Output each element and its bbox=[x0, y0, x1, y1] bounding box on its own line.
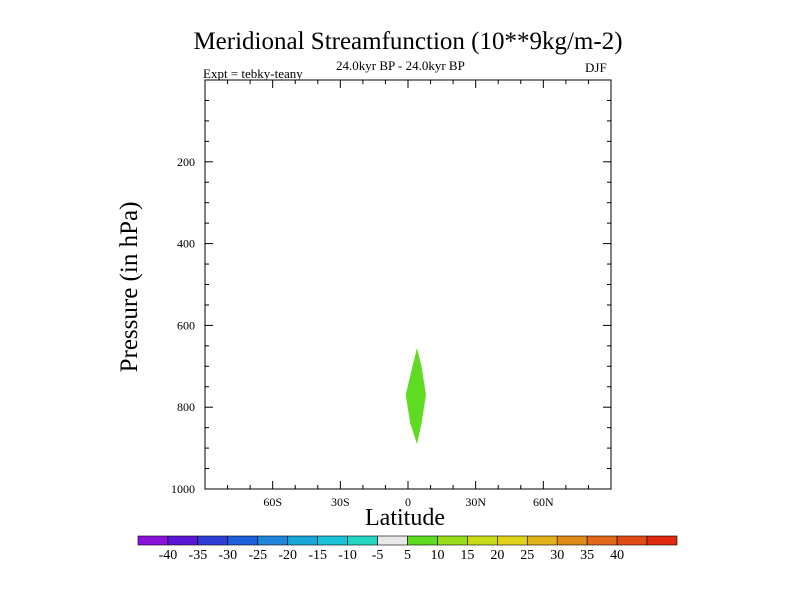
plot-frame bbox=[204, 79, 612, 490]
colorbar-box bbox=[287, 535, 318, 546]
colorbar-box bbox=[646, 535, 678, 546]
colorbar: -40 -35 -30 -25 -20 -15 -10 -5 5 10 15 20 25 30 35 40 bbox=[137, 535, 678, 563]
colorbar-label: -35 bbox=[189, 548, 208, 563]
colorbar-box bbox=[377, 535, 408, 546]
colorbar-box bbox=[137, 535, 169, 546]
colorbar-box bbox=[437, 535, 468, 546]
colorbar-label: -30 bbox=[218, 548, 237, 563]
colorbar-box bbox=[257, 535, 289, 546]
colorbar-label: 10 bbox=[430, 548, 444, 563]
y-tick-label: 1000 bbox=[171, 482, 195, 496]
colorbar-label: -20 bbox=[278, 548, 297, 563]
colorbar-box bbox=[317, 535, 348, 546]
season-label: DJF bbox=[585, 60, 607, 75]
colorbar-label: -5 bbox=[372, 548, 384, 563]
contour-layer bbox=[405, 347, 426, 444]
colorbar-label: 15 bbox=[460, 548, 474, 563]
colorbar-box bbox=[526, 535, 558, 546]
chart-title: Meridional Streamfunction (10**9kg/m-2) bbox=[193, 28, 623, 55]
colorbar-box bbox=[586, 535, 618, 546]
colorbar-box bbox=[497, 535, 528, 546]
colorbar-label: 5 bbox=[404, 548, 411, 563]
colorbar-label: -40 bbox=[159, 548, 178, 563]
experiment-label: Expt = tebky-teany bbox=[203, 66, 303, 81]
y-tick-label: 400 bbox=[177, 237, 195, 251]
colorbar-label: 25 bbox=[520, 548, 534, 563]
contour-region-0 bbox=[405, 347, 426, 444]
axis-ticks: 60S 30S 0 30N 60N 200 400 600 800 1000 bbox=[171, 79, 612, 509]
colorbar-label: 30 bbox=[550, 548, 564, 563]
colorbar-box bbox=[556, 535, 588, 546]
colorbar-label: -10 bbox=[338, 548, 357, 563]
colorbar-box bbox=[227, 535, 259, 546]
x-tick-label: 60S bbox=[263, 495, 282, 509]
colorbar-box bbox=[197, 535, 229, 546]
colorbar-box bbox=[467, 535, 498, 546]
y-tick-label: 800 bbox=[177, 400, 195, 414]
colorbar-box bbox=[616, 535, 648, 546]
colorbar-label: 20 bbox=[490, 548, 504, 563]
x-tick-label: 60N bbox=[533, 495, 554, 509]
colorbar-label: -25 bbox=[248, 548, 267, 563]
colorbar-label: -15 bbox=[308, 548, 327, 563]
x-axis-label: Latitude bbox=[365, 505, 445, 531]
y-tick-label: 200 bbox=[177, 155, 195, 169]
period-label: 24.0kyr BP - 24.0kyr BP bbox=[336, 58, 465, 73]
x-tick-label: 30N bbox=[465, 495, 486, 509]
x-tick-label: 30S bbox=[331, 495, 350, 509]
colorbar-label: 40 bbox=[610, 548, 624, 563]
colorbar-box bbox=[347, 535, 378, 546]
colorbar-box bbox=[167, 535, 199, 546]
x-tick-label: 0 bbox=[405, 495, 411, 509]
colorbar-label: 35 bbox=[580, 548, 594, 563]
y-tick-label: 600 bbox=[177, 318, 195, 332]
colorbar-box bbox=[407, 535, 438, 546]
